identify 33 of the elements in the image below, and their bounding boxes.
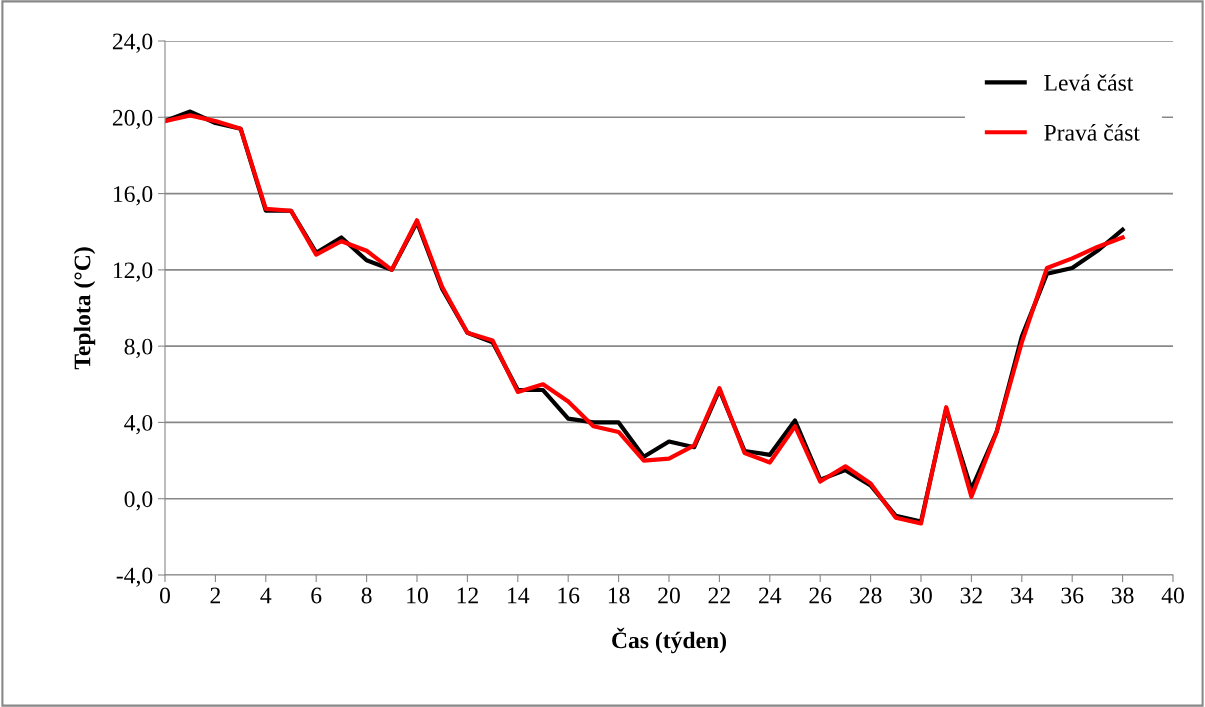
x-tick-label: 36 xyxy=(1061,587,1084,604)
x-tick-label: 2 xyxy=(210,587,220,604)
x-axis-title: Čas (týden) xyxy=(612,627,727,654)
x-tick-label: 32 xyxy=(960,587,982,604)
x-tick-label: 6 xyxy=(311,587,322,604)
x-tick-label: 22 xyxy=(708,587,730,604)
x-tick-label: 38 xyxy=(1111,587,1134,604)
legend-label: Pravá část xyxy=(1044,124,1140,141)
x-tick-label: 16 xyxy=(558,587,580,604)
y-tick-label: 12,0 xyxy=(113,262,153,282)
y-tick-label: 0,0 xyxy=(124,491,153,511)
x-tick-label: 8 xyxy=(361,587,372,604)
y-tick-label: 16,0 xyxy=(113,186,153,206)
y-axis-title: Teplota (°C) xyxy=(73,247,96,370)
x-tick-label: 0 xyxy=(160,587,170,604)
x-tick-label: 24 xyxy=(759,587,782,604)
x-tick-label: 18 xyxy=(608,587,630,604)
x-tick-label: 40 xyxy=(1161,587,1184,604)
x-tick-label: 12 xyxy=(457,587,478,604)
x-tick-label: 30 xyxy=(910,587,932,604)
x-tick-label: 10 xyxy=(407,587,428,604)
y-tick-label: 4,0 xyxy=(124,414,153,435)
x-tick-label: 28 xyxy=(859,587,882,604)
y-tick-label: 8,0 xyxy=(124,338,153,358)
x-tick-label: 14 xyxy=(508,587,530,604)
y-tick-label: -4,0 xyxy=(116,567,153,587)
legend-label: Levá část xyxy=(1044,74,1134,91)
y-tick-label: 20,0 xyxy=(112,109,153,130)
x-tick-label: 20 xyxy=(658,587,680,604)
y-tick-label: 24,0 xyxy=(112,33,153,53)
x-tick-label: 4 xyxy=(260,587,272,604)
x-tick-label: 34 xyxy=(1011,587,1034,604)
x-tick-label: 26 xyxy=(809,587,832,604)
